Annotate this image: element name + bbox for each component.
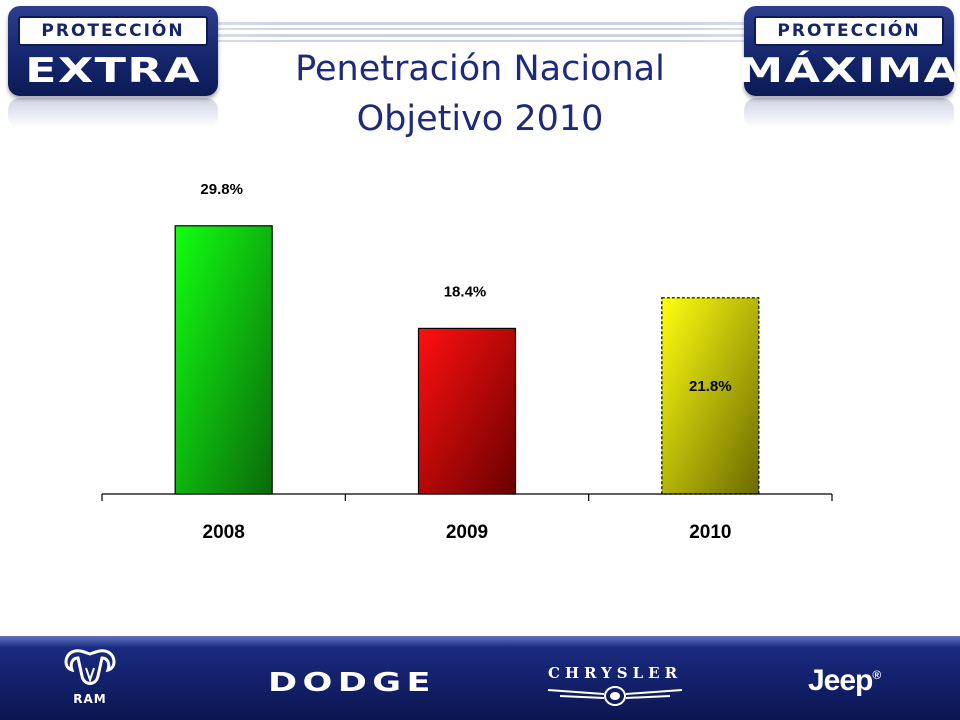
slide-title: Penetración Nacional Objetivo 2010 xyxy=(250,44,710,144)
badge-left-big-text: EXTRA xyxy=(25,51,201,91)
chrysler-logo-text: CHRYSLER xyxy=(547,664,683,682)
category-label-2008: 2008 xyxy=(203,522,245,543)
value-label-2008: 29.8% xyxy=(200,181,243,198)
slide-title-line1: Penetración Nacional xyxy=(295,49,665,89)
bar-2010 xyxy=(661,297,760,495)
ram-head-icon xyxy=(64,649,116,685)
dodge-logo: DODGE xyxy=(268,668,436,698)
category-label-2010: 2010 xyxy=(689,522,731,543)
brand-footer xyxy=(0,636,960,720)
ram-logo: RAM xyxy=(62,646,118,708)
bar-2009 xyxy=(417,327,517,495)
badge-left-reflection xyxy=(8,98,218,128)
chrysler-wings-icon xyxy=(547,686,683,706)
badge-right-top-text: PROTECCIÓN xyxy=(754,16,944,46)
badge-left-top-text: PROTECCIÓN xyxy=(18,16,208,46)
bar-2008 xyxy=(174,225,273,495)
badge-proteccion-extra: PROTECCIÓN EXTRA xyxy=(8,6,218,96)
category-label-2009: 2009 xyxy=(446,522,488,543)
slide-title-line2: Objetivo 2010 xyxy=(356,99,604,139)
badge-right-big-text: MÁXIMA xyxy=(737,51,960,91)
penetration-bar-chart: 29.8% 2008 18.4% 2009 21.8% 2010 xyxy=(101,181,833,543)
header-background xyxy=(0,0,960,140)
badge-proteccion-maxima: PROTECCIÓN MÁXIMA xyxy=(737,6,959,96)
jeep-logo-text: Jeep xyxy=(808,664,873,697)
jeep-logo: Jeep® xyxy=(808,664,881,697)
badge-right-reflection xyxy=(744,98,954,128)
chrysler-logo: CHRYSLER xyxy=(540,664,690,713)
ram-logo-text: RAM xyxy=(73,692,107,706)
value-label-2010: 21.8% xyxy=(689,378,732,395)
value-label-2009: 18.4% xyxy=(444,283,487,300)
